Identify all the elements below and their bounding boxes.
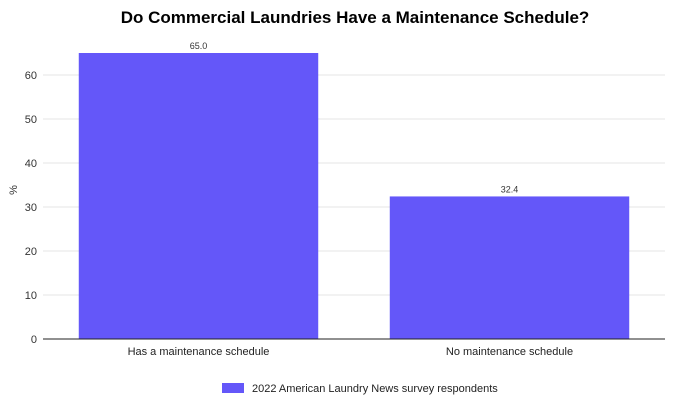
y-tick-label: 0 <box>31 334 37 346</box>
data-label: 65.0 <box>190 41 208 51</box>
bars: 65.0 Has a maintenance schedule 32.4 No mai… <box>78 41 630 358</box>
x-category-label: No maintenance schedule <box>446 346 573 358</box>
y-tick-label: 60 <box>25 70 37 82</box>
legend-label: 2022 American Laundry News survey respon… <box>252 383 498 395</box>
y-tick-label: 10 <box>25 290 37 302</box>
y-tick-label: 50 <box>25 114 37 126</box>
chart-title: Do Commercial Laundries Have a Maintenan… <box>121 8 590 27</box>
y-tick-label: 30 <box>25 202 37 214</box>
y-tick-label: 20 <box>25 246 37 258</box>
y-axis-ticks: 0 10 20 30 40 50 60 <box>25 70 37 346</box>
y-axis-label: % <box>8 185 20 195</box>
x-category-label: Has a maintenance schedule <box>128 346 270 358</box>
y-tick-label: 40 <box>25 158 37 170</box>
legend-swatch <box>222 383 244 393</box>
legend: 2022 American Laundry News survey respon… <box>222 383 498 395</box>
data-label: 32.4 <box>501 184 519 194</box>
bar <box>78 53 319 339</box>
bar <box>389 196 630 339</box>
